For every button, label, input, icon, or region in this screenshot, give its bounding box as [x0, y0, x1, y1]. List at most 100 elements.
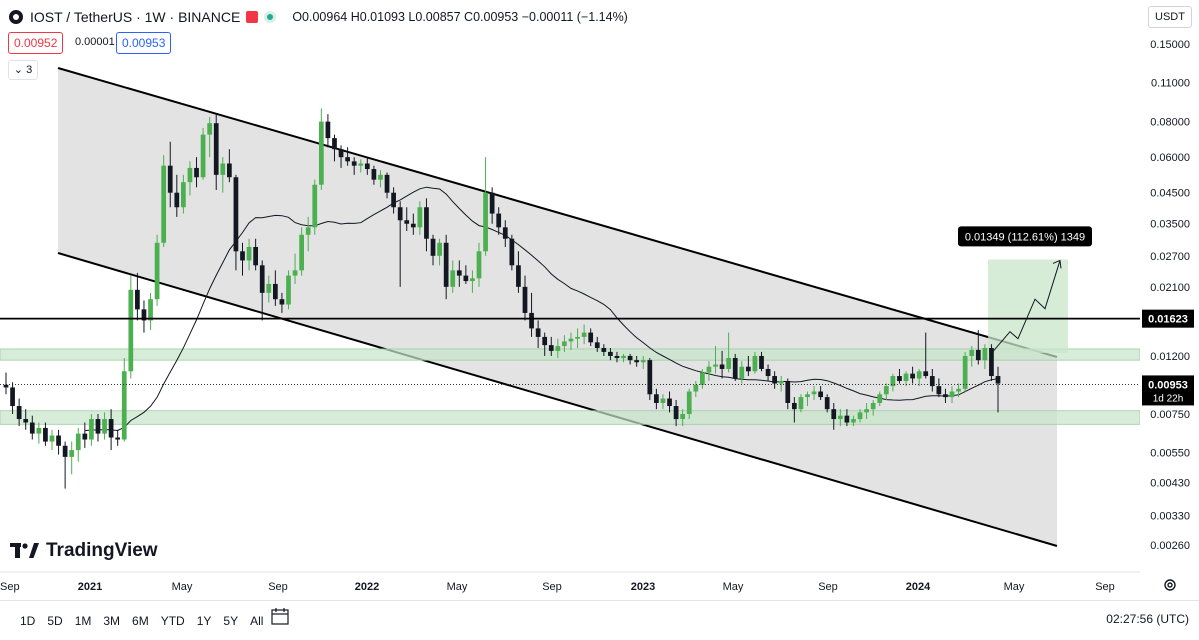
candle[interactable] — [627, 353, 633, 365]
candle[interactable] — [509, 234, 515, 271]
candle[interactable] — [713, 346, 718, 374]
candle[interactable] — [213, 114, 219, 190]
sell-button[interactable]: 0.00952 — [8, 32, 64, 54]
candle[interactable] — [181, 174, 186, 214]
candle[interactable] — [36, 422, 42, 444]
candle[interactable] — [897, 368, 902, 384]
range-1y[interactable]: 1Y — [196, 613, 212, 628]
candle[interactable] — [121, 358, 127, 442]
candle[interactable] — [43, 422, 48, 446]
support-zone[interactable] — [0, 410, 1141, 425]
candle[interactable] — [338, 145, 344, 168]
candle[interactable] — [634, 355, 640, 367]
candle[interactable] — [470, 270, 475, 293]
candle[interactable] — [805, 391, 810, 407]
range-3m[interactable]: 3M — [103, 613, 121, 628]
candle[interactable] — [890, 373, 896, 392]
candle[interactable] — [989, 344, 994, 381]
range-ytd[interactable]: YTD — [160, 613, 185, 628]
candle[interactable] — [279, 292, 285, 313]
candle[interactable] — [608, 347, 613, 361]
candle[interactable] — [575, 328, 580, 348]
gear-icon[interactable] — [1162, 577, 1178, 593]
tradingview-logo[interactable]: TradingView — [10, 540, 158, 562]
candle[interactable] — [982, 344, 988, 369]
candle[interactable] — [969, 346, 975, 367]
candle[interactable] — [732, 353, 738, 381]
candle[interactable] — [378, 170, 383, 188]
candle[interactable] — [23, 409, 29, 430]
price-chart[interactable]: 0.01349 (112.61%) 1349 0.15000 0.11000 0.0… — [0, 0, 1199, 600]
candle[interactable] — [851, 415, 856, 427]
candle[interactable] — [785, 378, 791, 410]
candle[interactable] — [292, 253, 298, 284]
candle[interactable] — [82, 422, 88, 448]
candle[interactable] — [975, 330, 981, 365]
candle[interactable] — [502, 220, 508, 247]
candle[interactable] — [791, 397, 797, 423]
candle[interactable] — [923, 332, 929, 379]
candle[interactable] — [877, 391, 883, 407]
candle[interactable] — [450, 260, 456, 293]
candle[interactable] — [667, 391, 672, 413]
candle[interactable] — [772, 371, 778, 389]
candle[interactable] — [870, 400, 876, 416]
candle[interactable] — [253, 238, 259, 271]
candle[interactable] — [417, 201, 423, 235]
candle[interactable] — [581, 324, 587, 345]
candle[interactable] — [404, 207, 410, 232]
channel-lower-line[interactable] — [57, 252, 1058, 547]
candle[interactable] — [332, 134, 337, 162]
candle[interactable] — [568, 332, 574, 350]
candle[interactable] — [266, 275, 272, 303]
range-6m[interactable]: 6M — [132, 613, 149, 628]
candle[interactable] — [384, 172, 390, 199]
candle[interactable] — [56, 429, 61, 455]
candle[interactable] — [489, 187, 495, 224]
candle[interactable] — [108, 409, 114, 451]
candle[interactable] — [233, 174, 239, 271]
candle[interactable] — [115, 429, 121, 446]
candle[interactable] — [200, 127, 206, 180]
candle[interactable] — [916, 368, 922, 387]
channel-upper-line[interactable] — [57, 67, 1058, 358]
candle[interactable] — [864, 402, 869, 420]
candle[interactable] — [522, 275, 528, 321]
candle[interactable] — [654, 388, 659, 410]
candle[interactable] — [187, 161, 193, 196]
buy-button[interactable]: 0.00953 — [116, 32, 172, 54]
candle[interactable] — [555, 338, 561, 359]
candle[interactable] — [752, 351, 758, 374]
candle[interactable] — [141, 300, 147, 333]
candle[interactable] — [391, 187, 396, 214]
projection-path[interactable] — [989, 260, 1061, 356]
candle[interactable] — [312, 179, 318, 235]
candle[interactable] — [910, 366, 915, 384]
candle[interactable] — [824, 394, 830, 413]
range-1m[interactable]: 1M — [74, 613, 92, 628]
candle[interactable] — [174, 174, 180, 217]
candle[interactable] — [476, 242, 482, 287]
candle[interactable] — [456, 260, 462, 287]
candle[interactable] — [364, 157, 370, 175]
candle[interactable] — [542, 332, 548, 356]
candle[interactable] — [844, 409, 850, 427]
candle[interactable] — [345, 147, 350, 166]
candle[interactable] — [220, 157, 226, 193]
resistance-zone[interactable] — [0, 348, 1141, 361]
flag-icon[interactable] — [246, 11, 259, 23]
candle[interactable] — [647, 358, 653, 401]
currency-button[interactable]: USDT — [1148, 6, 1192, 28]
indicators-toggle[interactable]: ⌄ 3 — [8, 60, 38, 80]
candle[interactable] — [759, 351, 764, 372]
candle[interactable] — [765, 364, 771, 381]
candle[interactable] — [943, 388, 948, 403]
candle[interactable] — [194, 157, 199, 188]
candle[interactable] — [207, 117, 213, 158]
candle[interactable] — [167, 141, 173, 208]
candle[interactable] — [397, 201, 403, 287]
candle[interactable] — [693, 380, 699, 398]
range-5y[interactable]: 5Y — [223, 613, 239, 628]
candle[interactable] — [410, 213, 416, 235]
candle[interactable] — [995, 366, 1001, 413]
